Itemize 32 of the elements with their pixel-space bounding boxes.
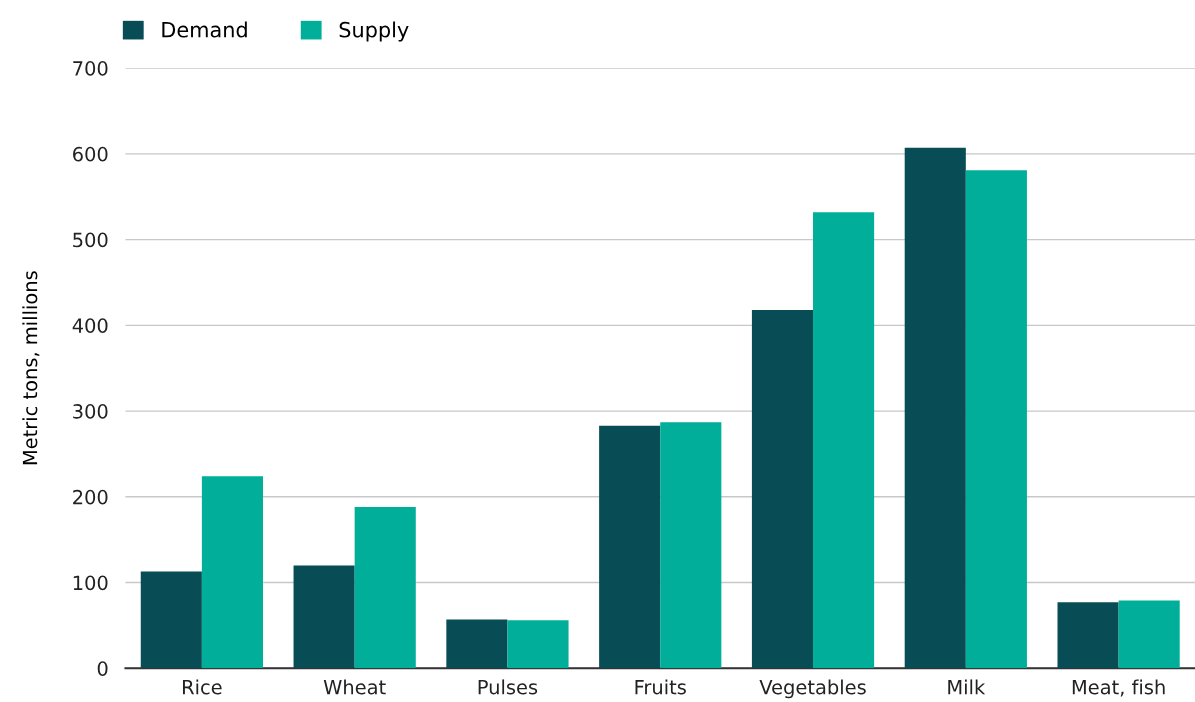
y-tick-label: 0 [97, 661, 108, 676]
y-tick-label: 300 [73, 404, 108, 419]
legend-label: Demand [162, 21, 247, 38]
bar [354, 507, 416, 669]
bar [751, 309, 814, 669]
x-tick-label: Meat, fish [1072, 679, 1165, 697]
x-tick-label: Pulses [478, 679, 538, 695]
x-tick-label: Rice [182, 679, 222, 695]
y-axis-title: Metric tons, millions [22, 271, 40, 465]
bar [140, 571, 202, 669]
y-tick-label: 700 [73, 61, 108, 76]
bar [904, 147, 966, 669]
x-tick-label: Fruits [635, 679, 686, 695]
bar [813, 212, 875, 669]
bar [293, 565, 355, 669]
bar [446, 619, 508, 669]
bar [1118, 600, 1180, 669]
y-tick-label: 100 [73, 575, 108, 591]
bar [660, 422, 722, 669]
y-tick-label: 400 [72, 318, 108, 333]
bar [599, 425, 661, 669]
y-tick-label: 200 [73, 489, 108, 505]
bar [965, 170, 1027, 669]
y-tick-label: 500 [73, 232, 108, 248]
x-tick-label: Milk [948, 679, 986, 695]
bar [507, 620, 569, 669]
y-tick-label: 600 [73, 146, 108, 162]
x-tick-label: Wheat [323, 679, 386, 695]
bar [201, 476, 263, 669]
bar [1057, 602, 1119, 669]
legend-label: Supply [339, 21, 409, 42]
x-tick-label: Vegetables [759, 679, 866, 699]
